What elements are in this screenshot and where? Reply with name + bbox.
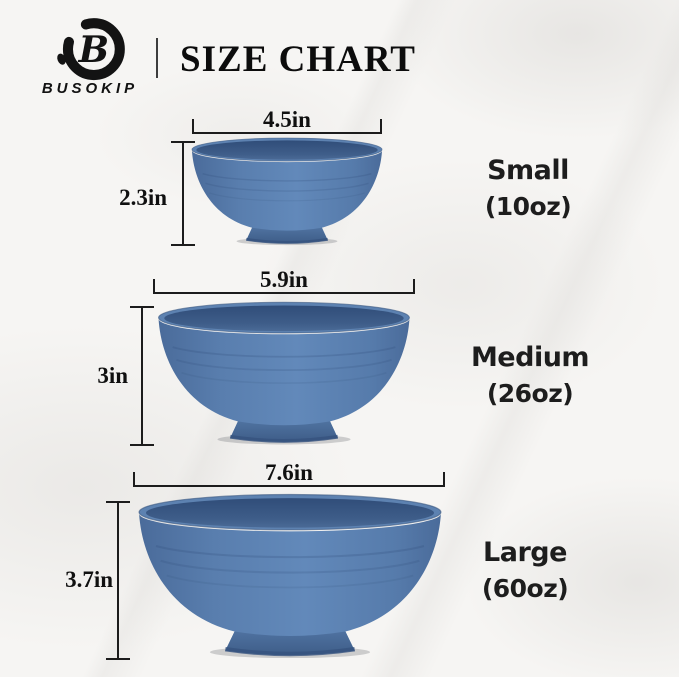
bowl-foot-edge [246, 237, 328, 244]
large-height-dimension-label: 3.7in [65, 567, 113, 592]
bowl-medium-image [158, 301, 410, 445]
bowl-small-image [191, 137, 383, 246]
bowl-foot-edge [224, 647, 356, 657]
bowl-ridge [202, 173, 372, 182]
bowl-ridge [205, 182, 369, 192]
bowl-body [139, 513, 441, 656]
bowl-interior [146, 498, 434, 528]
medium-width-dimension-label: 5.9in [260, 267, 308, 292]
bowl-large-image [138, 493, 442, 659]
medium-size-name: Medium [470, 342, 590, 373]
bowl-foot-edge [229, 434, 339, 443]
bowl-rim-edge [158, 301, 410, 334]
small-width-measure-line [192, 119, 382, 134]
measure-line [141, 306, 143, 446]
bowl-foot [225, 631, 355, 656]
measure-line [182, 141, 184, 246]
bowl-ridge [181, 371, 387, 384]
small-height-measure-line [171, 141, 195, 246]
bowl-body [158, 318, 410, 442]
brand-name: BUSOKIP [41, 80, 139, 97]
bowl-rim-edge [138, 493, 442, 531]
bowl-ridge [209, 192, 365, 202]
large-width-measure-line [133, 472, 445, 487]
small-size-name: Small [487, 155, 569, 186]
medium-width-measure-line [153, 279, 415, 294]
bowl-ridge [172, 346, 396, 358]
large-size-capacity: (60oz) [481, 574, 569, 603]
bowl-ridge [155, 545, 425, 559]
logo-letter: B [78, 29, 109, 71]
bowl-ridge [166, 574, 414, 589]
medium-height-measure-line [130, 306, 154, 446]
bowl-body [191, 150, 383, 244]
header-divider [156, 38, 158, 78]
measure-line [117, 501, 119, 660]
bowl-ridge [176, 359, 392, 372]
medium-height-dimension-label: 3in [97, 363, 128, 388]
logo-ring [62, 18, 125, 81]
large-size-name: Large [483, 537, 567, 568]
small-width-dimension-label: 4.5in [263, 107, 311, 132]
bowl-interior [164, 305, 404, 332]
large-width-dimension-label: 7.6in [265, 460, 313, 485]
small-height-dimension-label: 2.3in [119, 185, 167, 210]
bowl-interior [196, 140, 378, 160]
brand-logo-icon: B [57, 18, 125, 81]
small-size-capacity: (10oz) [484, 192, 572, 221]
page-title: SIZE CHART [180, 39, 416, 80]
large-height-measure-line [106, 501, 130, 660]
bowl-rim-edge [191, 137, 383, 162]
medium-size-capacity: (26oz) [486, 379, 574, 408]
bowl-foot [230, 421, 338, 442]
bowl-foot [246, 227, 328, 244]
logo-dot [57, 53, 66, 65]
bowl-ridge [160, 559, 420, 574]
